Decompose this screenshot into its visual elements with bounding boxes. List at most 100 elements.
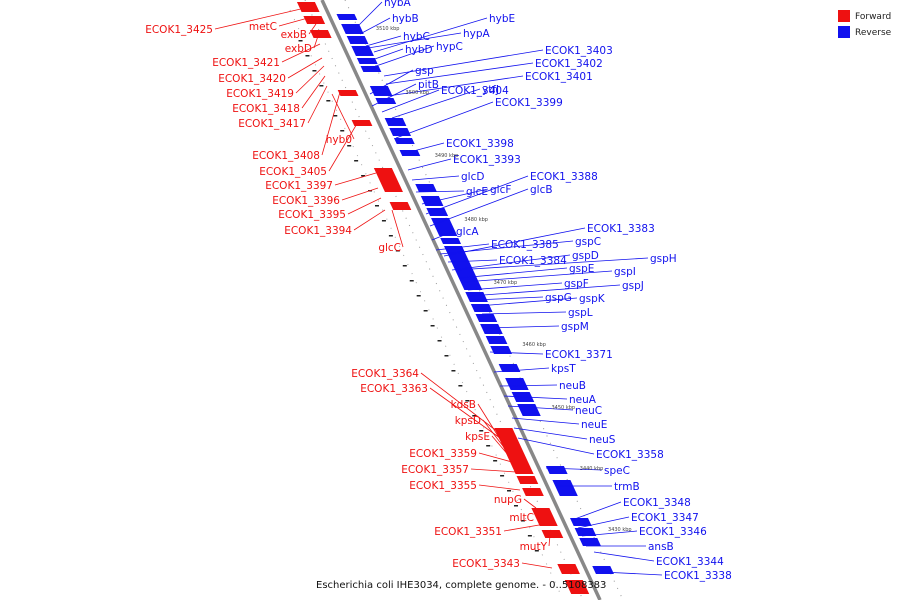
leader-line: [411, 175, 460, 181]
forward-gene-label: ECOK1_3408: [252, 150, 320, 162]
minor-tick-mark: [500, 475, 505, 477]
forward-gene-label: kpsE: [465, 431, 490, 443]
minor-tick-mark: [451, 370, 456, 372]
minor-tick-mark: [534, 550, 539, 552]
leader-line: [375, 45, 435, 67]
reverse-gene-block: [498, 364, 521, 372]
reverse-gene-block: [360, 66, 382, 72]
forward-gene-block: [303, 16, 326, 24]
leader-line: [359, 17, 391, 35]
reverse-gene-label: gspE: [569, 263, 594, 275]
reverse-gene-block: [440, 238, 462, 244]
forward-gene-label: nupG: [494, 494, 522, 506]
leader-line: [435, 243, 490, 251]
forward-gene-label: glcC: [378, 242, 401, 254]
reverse-gene-block: [343, 30, 364, 34]
leader-line: [381, 89, 440, 113]
leader-line: [581, 530, 638, 537]
forward-gene-label: mutY: [520, 541, 548, 553]
forward-gene-block: [516, 476, 539, 484]
reverse-gene-label: glcE: [466, 186, 488, 198]
leader-line: [473, 296, 544, 301]
leader-line: [439, 240, 574, 255]
reverse-gene-label: glcF: [490, 184, 511, 196]
leader-line: [347, 197, 382, 215]
minor-tick-mark: [430, 325, 435, 327]
reverse-gene-label: gspL: [568, 307, 593, 319]
leader-line: [455, 257, 649, 271]
reverse-gene-label: ECOK1_3348: [623, 497, 691, 509]
leader-line: [391, 209, 404, 248]
minor-tick-mark: [326, 100, 331, 102]
leader-line: [535, 516, 541, 519]
leader-line: [387, 75, 524, 97]
leader-line: [365, 35, 402, 47]
forward-gene-block: [296, 2, 320, 12]
leader-line: [489, 351, 544, 355]
leader-line: [371, 83, 417, 107]
leader-line: [391, 88, 481, 119]
leader-line: [313, 35, 319, 49]
scale-tick-label: 3450 kbp: [552, 405, 576, 411]
leader-line: [577, 516, 630, 529]
reverse-gene-block: [475, 314, 498, 322]
reverse-gene-label: ECOK1_3347: [631, 512, 699, 524]
reverse-gene-label: ECOK1_3398: [446, 138, 514, 150]
reverse-gene-label: gspK: [579, 293, 606, 305]
forward-gene-label: metC: [249, 21, 277, 33]
reverse-gene-label: ECOK1_3399: [495, 97, 563, 109]
legend: Forward Reverse: [838, 10, 892, 38]
minor-tick-mark: [347, 145, 352, 147]
minor-tick-mark: [388, 235, 393, 237]
forward-gene-block: [531, 508, 555, 518]
leader-line: [395, 101, 494, 139]
reverse-gene-block: [517, 404, 541, 416]
genome-axis: [320, 0, 602, 600]
leader-line: [425, 175, 529, 215]
forward-gene-label: ECOK1_3396: [272, 195, 340, 207]
minor-tick-mark: [395, 250, 400, 252]
leader-line: [373, 17, 488, 53]
reverse-gene-label: ECOK1_3338: [664, 570, 732, 582]
forward-gene-label: ECOK1_3395: [278, 209, 346, 221]
scale-tick-label: 3500 kbp: [406, 90, 430, 96]
forward-gene-label: exbD: [285, 43, 312, 55]
reverse-gene-block: [552, 480, 578, 496]
forward-gene-label: ECOK1_3363: [360, 383, 428, 395]
leader-line: [463, 270, 613, 283]
reverse-gene-label: ECOK1_3344: [656, 556, 724, 568]
gene-labels: ECOK1_3425 metC exbB exbD ECOK1_3421 ECOK1_34…: [145, 0, 732, 582]
reverse-gene-label: hypC: [436, 41, 463, 53]
leader-line: [513, 427, 588, 440]
scale-tick-label: 3440 kbp: [580, 466, 604, 472]
forward-gene-label: ECOK1_3419: [226, 88, 294, 100]
reverse-gene-label: gspF: [564, 278, 589, 290]
reverse-gene-label: ansB: [648, 541, 674, 553]
leader-line: [287, 57, 323, 79]
reverse-gene-label: ECOK1_3401: [525, 71, 593, 83]
reverse-gene-label: glcD: [461, 171, 484, 183]
reverse-gene-label: gspM: [561, 321, 589, 333]
forward-gene-label: hyb0: [326, 134, 352, 146]
scale-tick-label: 3470 kbp: [494, 280, 518, 286]
forward-gene-label: mltC: [509, 512, 534, 524]
reverse-gene-block: [341, 24, 362, 30]
forward-gene-label: ECOK1_3397: [265, 180, 333, 192]
reverse-gene-block: [505, 378, 529, 390]
reverse-gene-block: [570, 518, 592, 526]
leader-line: [485, 325, 560, 329]
leader-line: [295, 65, 325, 94]
forward-gene-label: ECOK1_3359: [409, 448, 477, 460]
minor-tick-mark: [319, 85, 324, 87]
reverse-gene-label: ECOK1_3358: [596, 449, 664, 461]
reverse-gene-label: ECOK1_3404: [441, 85, 509, 97]
leader-line: [214, 7, 306, 30]
reverse-gene-block: [485, 336, 508, 344]
leader-line: [334, 172, 377, 186]
forward-gene-label: ECOK1_3351: [434, 526, 502, 538]
reverse-gene-label: hybB: [392, 13, 419, 25]
reverse-gene-label: speC: [604, 465, 630, 477]
reverse-gene-block: [460, 282, 483, 290]
leader-line: [511, 417, 580, 425]
